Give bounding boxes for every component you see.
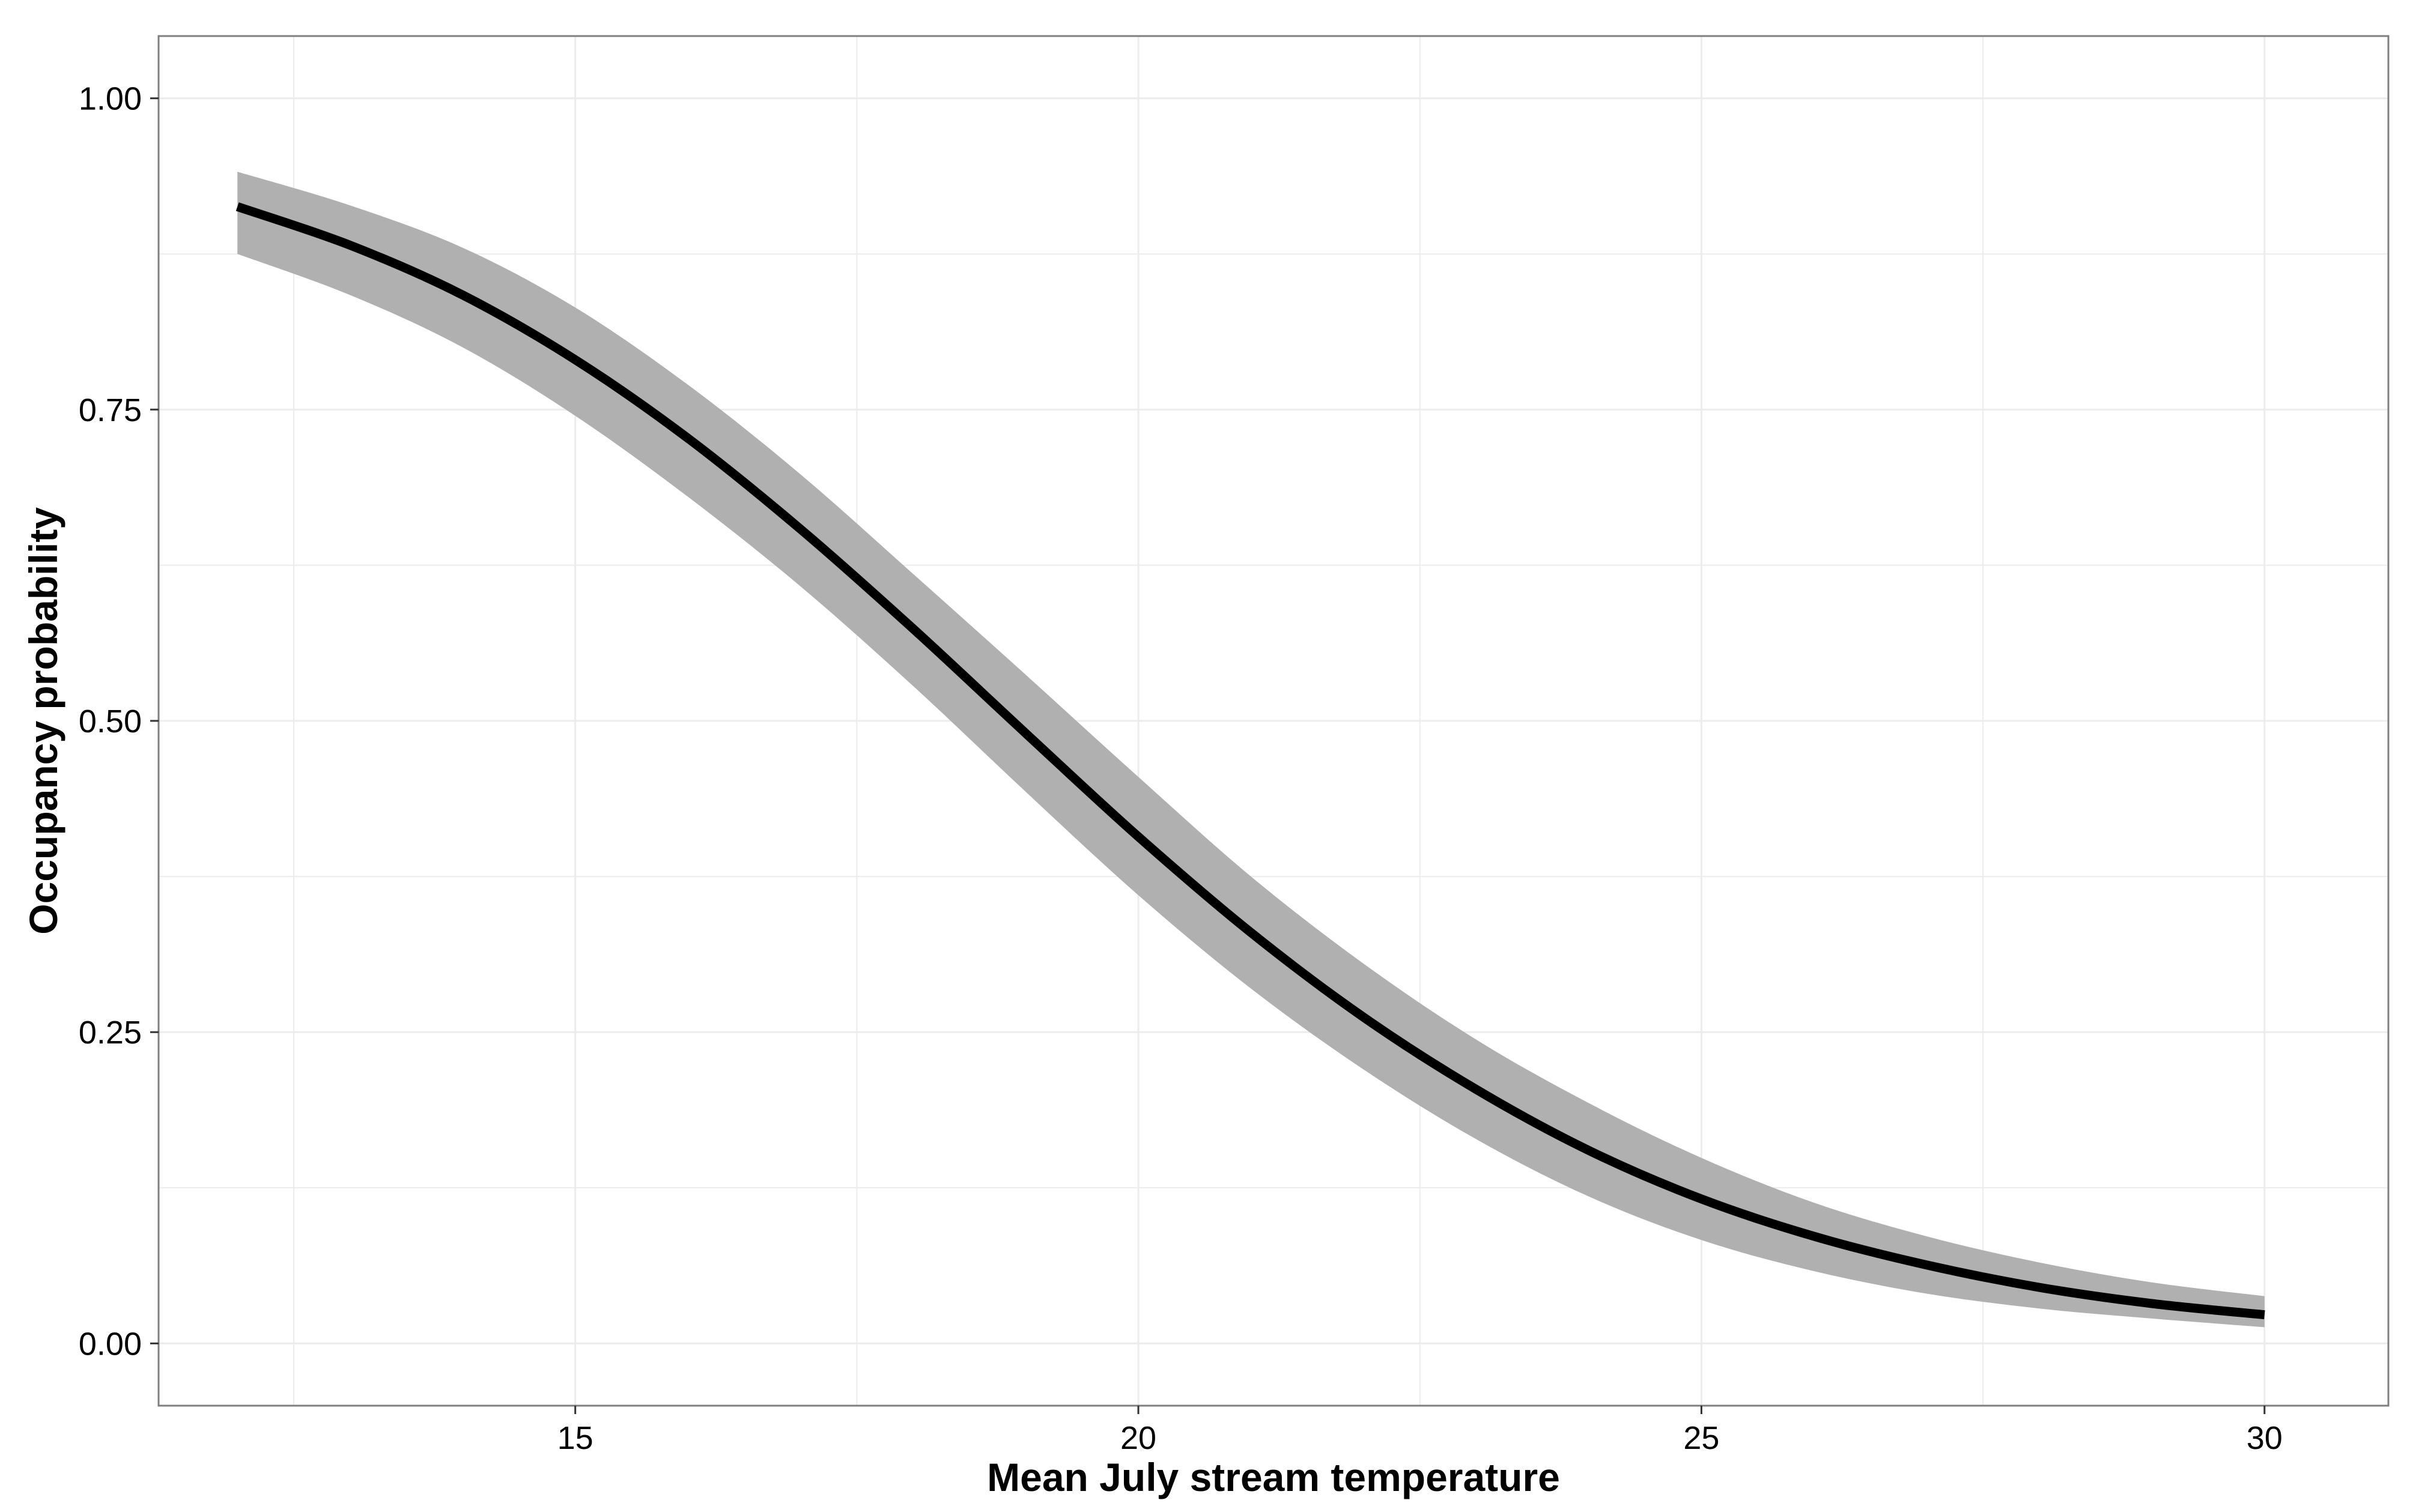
y-axis-title: Occupancy probability xyxy=(21,507,65,935)
axis-layer: 15 20 25 30 0.00 0.25 0.50 0.75 1.00 xyxy=(79,81,2283,1456)
y-tick-label: 0.25 xyxy=(79,1015,142,1051)
fitted-line-layer xyxy=(235,202,2265,1320)
y-tick-label: 0.50 xyxy=(79,703,142,739)
y-tick-label: 0.00 xyxy=(79,1326,142,1362)
grid-layer xyxy=(159,36,2388,1406)
x-tick-label: 20 xyxy=(1120,1420,1156,1456)
confidence-ribbon xyxy=(237,171,2265,1328)
x-axis-title: Mean July stream temperature xyxy=(987,1455,1560,1499)
x-tick-label: 30 xyxy=(2247,1420,2283,1456)
confidence-ribbon-layer xyxy=(237,171,2265,1328)
fitted-line xyxy=(235,202,2265,1320)
x-tick-label: 15 xyxy=(557,1420,593,1456)
y-tick-label: 1.00 xyxy=(79,81,142,117)
x-tick-label: 25 xyxy=(1683,1420,1719,1456)
y-tick-label: 0.75 xyxy=(79,392,142,428)
